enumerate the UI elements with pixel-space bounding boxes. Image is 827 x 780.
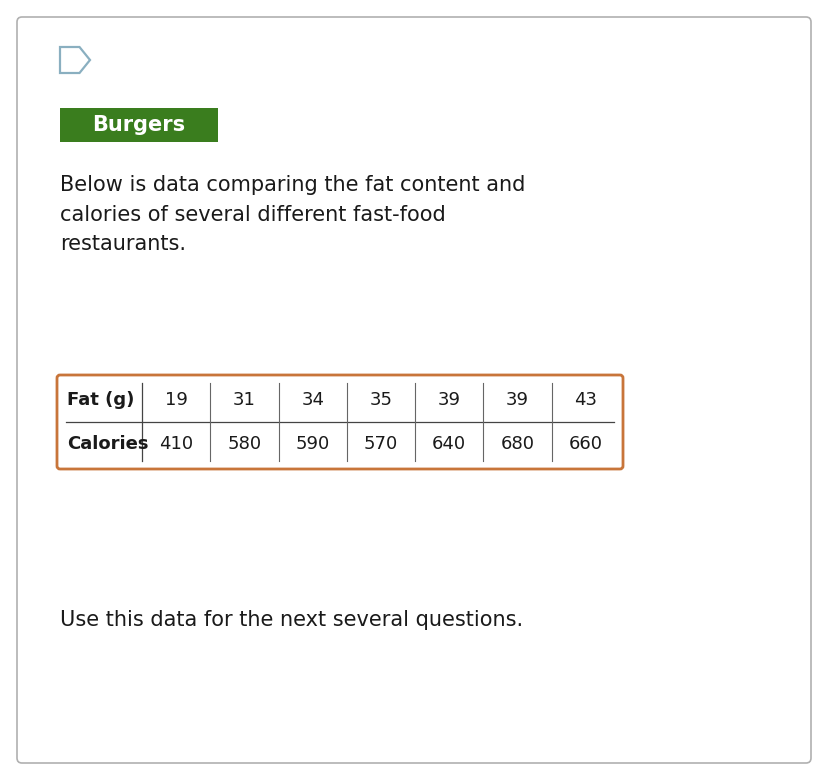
Text: 640: 640 xyxy=(432,435,466,453)
Text: 43: 43 xyxy=(574,391,596,409)
Text: 410: 410 xyxy=(159,435,193,453)
Text: 39: 39 xyxy=(505,391,528,409)
Text: 31: 31 xyxy=(232,391,256,409)
Text: 570: 570 xyxy=(363,435,398,453)
Text: 660: 660 xyxy=(568,435,602,453)
FancyBboxPatch shape xyxy=(60,108,218,142)
Text: Below is data comparing the fat content and
calories of several different fast-f: Below is data comparing the fat content … xyxy=(60,175,525,254)
Text: 35: 35 xyxy=(369,391,392,409)
Text: Fat (g): Fat (g) xyxy=(67,391,134,409)
Text: 590: 590 xyxy=(295,435,329,453)
Text: Burgers: Burgers xyxy=(93,115,185,135)
FancyBboxPatch shape xyxy=(17,17,810,763)
Text: Use this data for the next several questions.: Use this data for the next several quest… xyxy=(60,610,523,630)
Text: 34: 34 xyxy=(301,391,324,409)
Text: 39: 39 xyxy=(437,391,461,409)
Text: 680: 680 xyxy=(500,435,534,453)
Text: 580: 580 xyxy=(227,435,261,453)
Text: 19: 19 xyxy=(165,391,188,409)
FancyBboxPatch shape xyxy=(57,375,622,469)
Text: Calories: Calories xyxy=(67,435,148,453)
